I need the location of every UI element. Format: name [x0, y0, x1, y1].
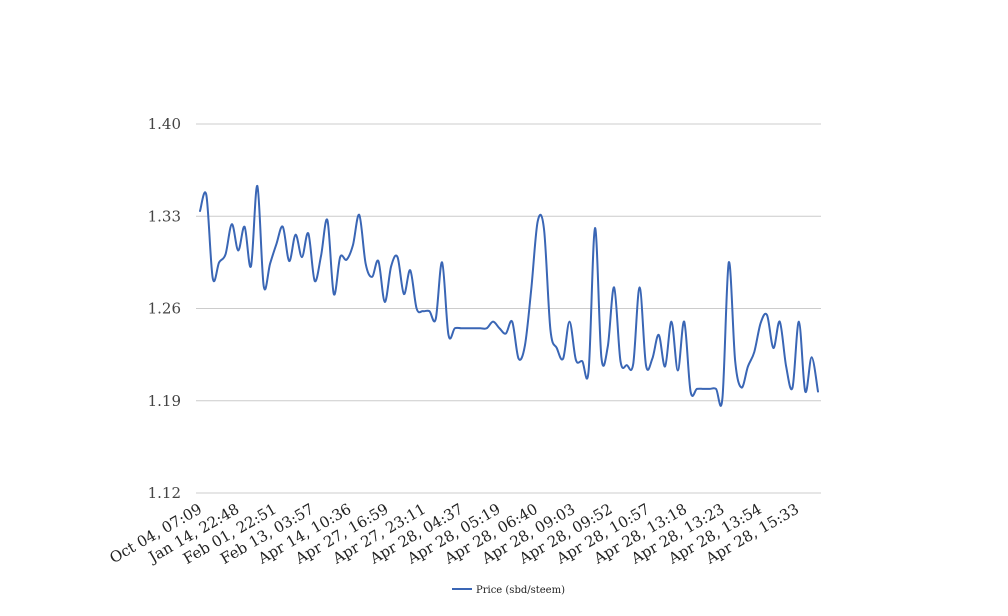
y-axis-ticks: 1.40 1.33 1.26 1.19 1.12 [148, 115, 181, 502]
series-group [199, 184, 819, 407]
legend: Price (sbd/steem) [452, 585, 565, 596]
gridlines [196, 123, 821, 494]
y-tick-label: 1.12 [148, 484, 181, 502]
legend-label: Price (sbd/steem) [476, 585, 565, 596]
y-tick-label: 1.19 [148, 392, 181, 410]
y-tick-label: 1.33 [148, 207, 181, 225]
y-tick-label: 1.26 [148, 300, 181, 318]
y-tick-label: 1.40 [148, 115, 181, 133]
series-line-0 [199, 184, 819, 407]
